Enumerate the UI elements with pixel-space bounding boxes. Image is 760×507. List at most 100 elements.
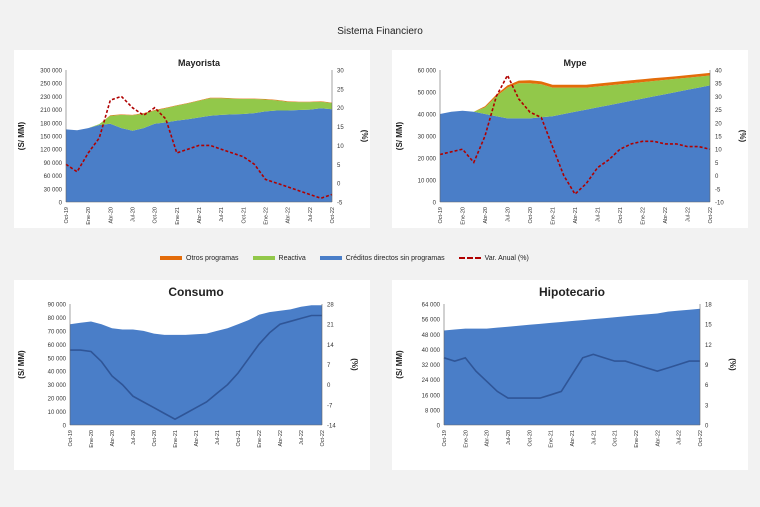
y2-tick-mype: 30 [715, 95, 722, 101]
y-tick-consumo: 70 000 [48, 329, 67, 335]
legend-swatch-otros [160, 256, 182, 260]
x-tick-consumo: Oct-19 [68, 430, 74, 447]
x-tick-mayorista: Abr-22 [286, 207, 292, 224]
x-tick-mype: Oct-20 [528, 207, 534, 224]
x-tick-hipotecario: Jul-21 [591, 430, 597, 445]
x-tick-hipotecario: Ene-22 [634, 430, 640, 448]
y-tick-hipotecario: 24 000 [422, 378, 441, 384]
x-tick-consumo: Oct-21 [236, 430, 242, 447]
x-tick-consumo: Abr-21 [194, 430, 200, 447]
y-tick-hipotecario: 48 000 [422, 333, 441, 339]
x-tick-mype: Oct-19 [438, 207, 444, 224]
x-tick-mype: Jul-20 [506, 207, 512, 222]
chart-panel-mype: Mype 60 000 50 000 40 000 30 000 20 000 10 000… [392, 50, 748, 228]
x-tick-mayorista: Jul-20 [131, 207, 137, 222]
y2-tick-mayorista: 30 [337, 69, 344, 75]
y-tick-mayorista: 210 000 [40, 108, 62, 114]
y2-tick-hipotecario: 9 [705, 363, 709, 369]
y-tick-hipotecario: 56 000 [422, 318, 441, 324]
y-tick-mayorista: 250 000 [40, 82, 62, 88]
x-tick-mayorista: Oct-21 [241, 207, 247, 224]
x-tick-hipotecario: Oct-20 [527, 430, 533, 447]
chart-panel-hipotecario: Hipotecario 64 000 56 000 48 000 40 000 32 00… [392, 280, 748, 470]
legend-label-reactiva: Reactiva [278, 254, 306, 262]
y-axis-label-mype: (S/ MM) [395, 121, 404, 150]
y-tick-consumo: 50 000 [48, 356, 67, 362]
y2-tick-mype: -10 [715, 201, 724, 207]
legend-item-otros: Otros programas [160, 255, 239, 262]
x-tick-mayorista: Abr-21 [197, 207, 203, 224]
y2-tick-mayorista: 0 [337, 182, 341, 188]
y2-tick-consumo: 21 [327, 323, 334, 329]
chart-mayorista: Mayorista 300 000 250 000 230 000 210 000 180… [17, 58, 369, 225]
area-hipotecario-creditos-directos-sin-programas [444, 308, 700, 425]
x-tick-hipotecario: Ene-20 [463, 430, 469, 448]
area-mype-otros-programas [440, 72, 710, 114]
y2-tick-consumo: -7 [327, 403, 333, 409]
y2-tick-hipotecario: 3 [705, 403, 709, 409]
y2-tick-mype: 40 [715, 69, 722, 75]
x-tick-hipotecario: Oct-21 [613, 430, 619, 447]
legend-swatch-var-anual [458, 257, 481, 259]
x-tick-hipotecario: Oct-22 [698, 430, 704, 447]
y2-tick-mayorista: 5 [337, 163, 341, 169]
y2-tick-consumo: 7 [327, 363, 331, 369]
chart-title-hipotecario: Hipotecario [539, 285, 605, 299]
x-tick-hipotecario: Ene-21 [549, 430, 555, 448]
y2-tick-mayorista: 10 [337, 144, 344, 150]
y-tick-mype: 0 [433, 201, 437, 207]
y2-tick-consumo: 14 [327, 343, 334, 349]
y-tick-hipotecario: 32 000 [422, 363, 441, 369]
x-tick-consumo: Jul-21 [215, 430, 221, 445]
y-tick-hipotecario: 0 [437, 424, 441, 430]
area-mayorista-reactiva [66, 98, 332, 131]
x-tick-consumo: Oct-22 [320, 430, 326, 447]
x-tick-consumo: Jul-22 [299, 430, 305, 445]
x-tick-mype: Ene-22 [641, 207, 647, 225]
y-tick-hipotecario: 16 000 [422, 393, 441, 399]
y2-tick-mype: 35 [715, 82, 722, 88]
y-axis-label-hipotecario: (S/ MM) [395, 350, 404, 379]
y-tick-hipotecario: 40 000 [422, 348, 441, 354]
y-tick-mayorista: 150 000 [40, 135, 62, 141]
chart-title-mype: Mype [563, 58, 586, 68]
x-tick-hipotecario: Jul-22 [677, 430, 683, 445]
y2-tick-consumo: -14 [327, 424, 336, 430]
y-axis-label-mayorista: (S/ MM) [17, 121, 26, 150]
y2-tick-mype: 0 [715, 174, 719, 180]
x-tick-mype: Abr-20 [483, 207, 489, 224]
y-tick-mype: 30 000 [418, 135, 437, 141]
x-tick-mayorista: Oct-19 [64, 207, 70, 224]
y2-tick-consumo: 0 [327, 383, 331, 389]
y-tick-mype: 40 000 [418, 113, 437, 119]
y2-tick-mayorista: 15 [337, 125, 344, 131]
y2-tick-mayorista: -5 [337, 201, 343, 207]
legend-label-creditos: Créditos directos sin programas [345, 254, 445, 262]
y-axis-label-consumo: (S/ MM) [17, 350, 26, 379]
y2-tick-hipotecario: 12 [705, 343, 712, 349]
x-tick-consumo: Abr-22 [278, 430, 284, 447]
line-hipotecario-var-anual [443, 353, 700, 399]
legend-item-var-anual: Var. Anual (%) [458, 255, 529, 262]
x-tick-mype: Jul-22 [686, 207, 692, 222]
y-tick-mayorista: 60 000 [44, 174, 63, 180]
area-mype-reactiva [440, 75, 710, 119]
x-tick-mayorista: Oct-20 [153, 207, 159, 224]
legend-swatch-reactiva [252, 256, 275, 260]
y-tick-consumo: 30 000 [48, 383, 67, 389]
y-tick-mype: 20 000 [418, 157, 437, 163]
x-tick-mype: Ene-21 [551, 207, 557, 225]
y2-tick-mype: 20 [715, 121, 722, 127]
chart-panel-consumo: Consumo 90 000 80 000 70 000 60 000 50 000 40 … [14, 280, 370, 470]
y-tick-consumo: 80 000 [48, 316, 67, 322]
x-tick-mype: Abr-22 [663, 207, 669, 224]
y2-tick-consumo: 28 [327, 303, 334, 309]
legend-label-otros: Otros programas [186, 254, 239, 262]
y-tick-hipotecario: 8 000 [425, 408, 441, 414]
chart-mype: Mype 60 000 50 000 40 000 30 000 20 000 10 000… [395, 58, 747, 225]
legend-swatch-creditos [319, 256, 342, 260]
y-tick-consumo: 90 000 [48, 303, 67, 309]
y2-tick-mype: -5 [715, 187, 721, 193]
x-tick-mayorista: Ene-22 [264, 207, 270, 225]
y-tick-mype: 50 000 [418, 91, 437, 97]
